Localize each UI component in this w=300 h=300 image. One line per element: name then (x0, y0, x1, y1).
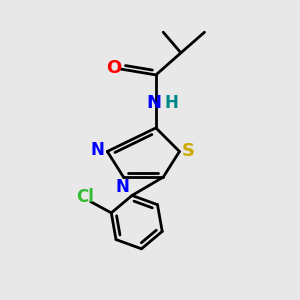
Text: H: H (164, 94, 178, 112)
Text: O: O (106, 58, 122, 76)
Text: S: S (182, 142, 195, 160)
Text: N: N (146, 94, 161, 112)
Text: Cl: Cl (76, 188, 94, 206)
Text: N: N (115, 178, 129, 196)
Text: N: N (91, 141, 105, 159)
